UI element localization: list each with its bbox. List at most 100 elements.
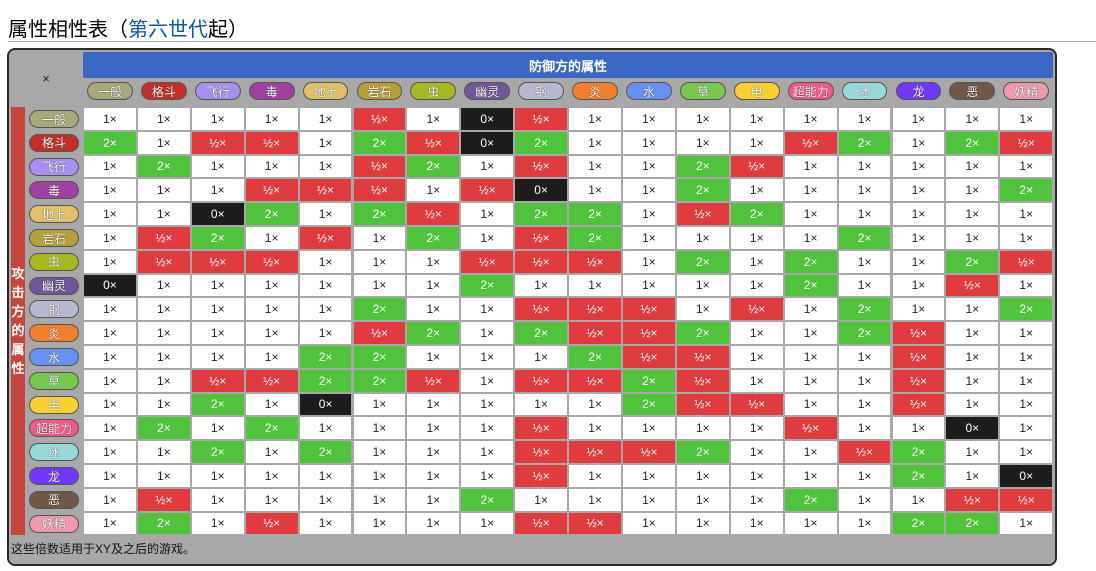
effectiveness-cell: 1× [838,179,891,202]
effectiveness-cell: ½× [946,488,999,511]
effectiveness-cell: 1× [299,203,352,225]
attacker-type-badge[interactable]: 水 [29,348,79,366]
attacker-type-badge[interactable]: 一般 [29,110,79,128]
attacker-type-badge[interactable]: 格斗 [29,133,79,152]
effectiveness-cell: 1× [838,369,891,392]
effectiveness-cell: 1× [838,108,891,130]
defender-type-badge[interactable]: 格斗 [140,82,187,100]
defender-type-badge[interactable]: 超能力 [787,82,834,100]
effectiveness-cell: 2× [838,131,891,154]
attacker-type-badge[interactable]: 虫 [29,252,79,271]
generation-link[interactable]: 第六世代 [128,19,208,41]
defender-type-badge[interactable]: 虫 [410,82,457,100]
effectiveness-cell: 1× [245,322,298,344]
effectiveness-cell: ½× [245,512,298,535]
defender-type-badge[interactable]: 妖精 [1003,82,1050,100]
effectiveness-cell: 1× [461,227,514,249]
effectiveness-cell: ½× [623,346,675,368]
attacker-type-badge[interactable]: 飞行 [29,157,79,176]
effectiveness-cell: 1× [461,369,514,392]
defender-type-badge[interactable]: 地上 [302,82,349,100]
effectiveness-cell: 1× [407,465,460,487]
effectiveness-cell: 1× [461,465,514,487]
effectiveness-cell: 1× [623,227,675,249]
defender-type-badge[interactable]: 恶 [949,82,996,100]
effectiveness-cell: 1× [892,131,945,154]
defender-type-badge[interactable]: 龙 [895,82,942,100]
defender-type-badge[interactable]: 电 [733,82,780,100]
attacker-type-badge[interactable]: 冰 [29,443,79,462]
attacker-type-badge[interactable]: 电 [29,395,79,414]
effectiveness-cell: 1× [137,369,190,392]
attacker-type-badge[interactable]: 炎 [29,324,79,343]
effectiveness-cell: 1× [623,488,675,511]
effectiveness-cell: 1× [245,227,298,249]
effectiveness-cell: 1× [838,155,891,178]
effectiveness-cell: 1× [191,465,244,487]
effectiveness-cell: 1× [838,465,891,487]
effectiveness-cell: ½× [569,298,621,321]
effectiveness-cell: 2× [191,227,244,249]
effectiveness-cell: 1× [137,322,190,344]
defender-type-badge[interactable]: 水 [626,82,672,100]
effectiveness-cell: 0× [84,274,136,297]
defender-type-badge[interactable]: 幽灵 [464,82,511,100]
defender-type-badge[interactable]: 炎 [572,82,618,100]
effectiveness-cell: 1× [623,274,675,297]
attacker-type-badge[interactable]: 钢 [29,300,79,319]
effectiveness-cell: ½× [461,179,514,202]
effectiveness-cell: 1× [461,203,514,225]
effectiveness-cell: ½× [299,227,352,249]
defender-type-badge[interactable]: 毒 [248,82,295,100]
effectiveness-cell: 1× [245,108,298,130]
attacker-type-badge[interactable]: 毒 [29,181,79,200]
effectiveness-cell: 1× [892,203,945,225]
effectiveness-cell: 1× [515,393,568,416]
attacker-type-badge[interactable]: 恶 [29,490,79,509]
attacker-type-badge[interactable]: 龙 [29,467,79,485]
attacker-type-badge[interactable]: 岩石 [29,229,79,247]
effectiveness-cell: ½× [515,108,568,130]
defender-type-badge[interactable]: 飞行 [194,82,241,100]
effectiveness-cell: 1× [623,417,675,440]
effectiveness-cell: ½× [1000,250,1053,273]
effectiveness-cell: 1× [299,488,352,511]
attacker-type-badge[interactable]: 草 [29,371,79,390]
effectiveness-cell: 1× [84,488,136,511]
defender-type-badge[interactable]: 草 [679,82,726,100]
effectiveness-cell: 2× [245,203,298,225]
footer-note: 这些倍数适用于XY及之后的游戏。 [11,542,196,556]
effectiveness-cell: 1× [137,203,190,225]
effectiveness-cell: 1× [245,346,298,368]
effectiveness-cell: 1× [730,274,783,297]
effectiveness-cell: ½× [353,322,406,344]
effectiveness-cell: 2× [838,298,891,321]
effectiveness-cell: 1× [84,298,136,321]
defender-type-badge[interactable]: 岩石 [356,82,403,100]
effectiveness-cell: 2× [569,227,621,249]
effectiveness-cell: 2× [353,346,406,368]
effectiveness-cell: 1× [191,108,244,130]
effectiveness-cell: 1× [1000,512,1053,535]
effectiveness-cell: ½× [892,322,945,344]
defender-type-badge[interactable]: 冰 [841,82,888,100]
effectiveness-cell: ½× [407,203,460,225]
defender-type-badge[interactable]: 一般 [87,82,133,100]
defender-type-badge[interactable]: 钢 [518,82,565,100]
effectiveness-cell: ½× [623,441,675,463]
effectiveness-cell: 1× [515,274,568,297]
attacker-type-badge[interactable]: 妖精 [29,514,79,533]
effectiveness-cell: ½× [245,179,298,202]
effectiveness-cell: 1× [1000,369,1053,392]
effectiveness-cell: 1× [84,465,136,487]
effectiveness-cell: 2× [299,346,352,368]
effectiveness-cell: ½× [676,346,729,368]
attacker-type-badge[interactable]: 幽灵 [29,276,79,295]
effectiveness-cell: 1× [1000,393,1053,416]
attacker-type-badge[interactable]: 地上 [29,205,79,224]
attacker-type-badge[interactable]: 超能力 [29,419,79,438]
effectiveness-cell: ½× [515,512,568,535]
effectiveness-cell: 1× [784,346,837,368]
effectiveness-cell: 1× [84,417,136,440]
defender-header: 防御方的属性 [83,52,1053,78]
